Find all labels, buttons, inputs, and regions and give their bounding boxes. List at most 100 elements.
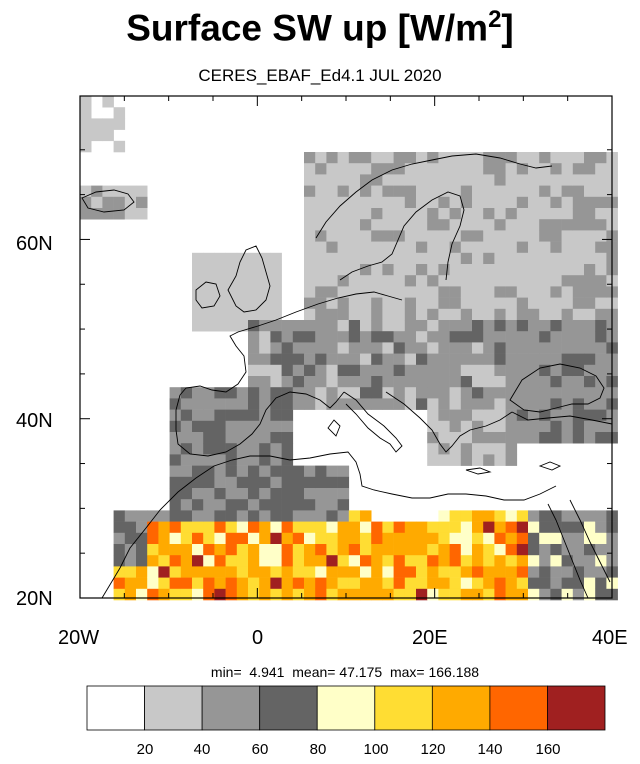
data-cell xyxy=(225,588,238,601)
data-cell xyxy=(416,331,428,343)
data-cell xyxy=(449,331,462,343)
data-cell xyxy=(438,577,450,590)
data-cell xyxy=(292,398,305,410)
data-cell xyxy=(248,499,260,511)
data-cell xyxy=(382,566,394,578)
data-cell xyxy=(214,544,226,556)
colorbar-swatch xyxy=(86,685,145,731)
data-cell xyxy=(505,308,518,321)
data-cell xyxy=(337,163,350,175)
data-cell xyxy=(449,342,462,354)
data-cell xyxy=(371,308,383,321)
data-cell xyxy=(315,488,327,500)
data-cell xyxy=(169,555,182,567)
data-cell xyxy=(572,208,585,220)
data-cell xyxy=(584,286,596,298)
data-cell xyxy=(550,264,562,276)
data-cell xyxy=(348,353,361,366)
colorbar-label: 140 xyxy=(477,741,503,758)
data-cell xyxy=(483,241,495,254)
data-cell xyxy=(584,376,596,388)
data-cell xyxy=(494,308,506,321)
data-cell xyxy=(180,544,193,556)
data-cell xyxy=(214,432,226,444)
data-cell xyxy=(259,555,271,567)
data-cell xyxy=(416,208,428,220)
data-cell xyxy=(427,208,439,220)
data-cell xyxy=(270,409,282,422)
data-cell xyxy=(528,320,540,332)
data-cell xyxy=(315,320,327,332)
data-cell xyxy=(460,588,473,601)
data-cell xyxy=(393,376,406,388)
data-cell xyxy=(348,174,361,186)
data-cell xyxy=(147,588,159,601)
data-cell xyxy=(438,241,450,254)
data-cell xyxy=(494,432,506,444)
data-cell xyxy=(393,387,406,399)
data-cell xyxy=(225,476,238,489)
data-cell xyxy=(483,364,495,377)
data-cell xyxy=(460,454,473,466)
data-cell xyxy=(416,252,428,265)
data-cell xyxy=(259,476,271,489)
data-cell xyxy=(169,398,182,410)
data-cell xyxy=(382,264,394,276)
data-cell xyxy=(326,588,338,601)
data-cell xyxy=(304,185,316,198)
data-cell xyxy=(528,286,540,298)
data-cell xyxy=(539,264,551,276)
data-cell xyxy=(337,510,350,522)
data-cell xyxy=(236,510,249,522)
data-cell xyxy=(561,432,574,444)
data-cell xyxy=(270,420,282,433)
data-cell xyxy=(404,264,417,276)
data-cell xyxy=(494,409,506,422)
data-cell xyxy=(483,443,495,455)
data-cell xyxy=(595,521,607,534)
data-cell xyxy=(494,577,506,590)
data-cell xyxy=(203,409,215,422)
data-cell xyxy=(595,555,607,567)
data-cell xyxy=(360,521,372,534)
data-cell xyxy=(494,521,506,534)
data-cell xyxy=(292,577,305,590)
data-cell xyxy=(595,308,607,321)
data-cell xyxy=(270,544,282,556)
data-cell xyxy=(236,432,249,444)
data-cell xyxy=(326,364,338,377)
data-cell xyxy=(147,521,159,534)
data-cell xyxy=(472,387,484,399)
data-cell xyxy=(360,174,372,186)
colorbar-swatch xyxy=(431,685,491,731)
data-cell xyxy=(449,297,462,310)
data-cell xyxy=(348,185,361,198)
data-cell xyxy=(561,420,574,433)
data-cell xyxy=(169,465,182,478)
data-cell xyxy=(360,163,372,175)
data-cell xyxy=(584,185,596,198)
data-cell xyxy=(214,398,226,410)
data-cell xyxy=(382,544,394,556)
data-cell xyxy=(393,544,406,556)
data-cell xyxy=(539,387,551,399)
data-cell xyxy=(572,320,585,332)
data-cell xyxy=(348,342,361,354)
data-cell xyxy=(136,532,148,545)
data-cell xyxy=(337,588,350,601)
data-cell xyxy=(304,297,316,310)
data-cell xyxy=(124,577,137,590)
data-cell xyxy=(584,152,596,164)
data-cell xyxy=(393,241,406,254)
data-cell xyxy=(304,174,316,186)
data-cell xyxy=(584,163,596,175)
data-cell xyxy=(180,588,193,601)
data-cell xyxy=(539,376,551,388)
data-cell xyxy=(561,577,574,590)
data-cell xyxy=(505,566,518,578)
data-cell xyxy=(561,308,574,321)
data-cell xyxy=(505,387,518,399)
data-cell xyxy=(449,219,462,231)
data-cell xyxy=(550,532,562,545)
data-cell xyxy=(236,577,249,590)
